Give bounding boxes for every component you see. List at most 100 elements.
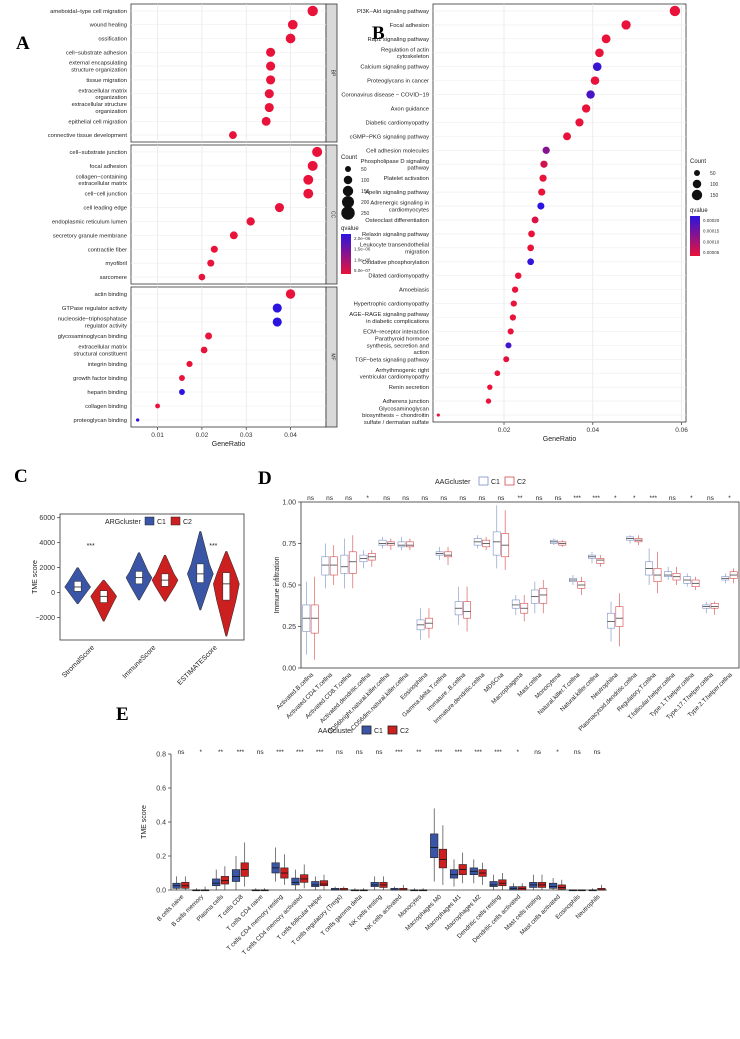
plot-frame: [300, 501, 740, 669]
term-dot: [581, 104, 591, 113]
term-dot: [563, 132, 571, 141]
term-dot: [303, 188, 314, 199]
legend-title: ARGcluster: [105, 519, 141, 526]
y-tick-label: 0.2: [156, 854, 166, 861]
term-dot: [266, 75, 276, 85]
box-body: [311, 881, 320, 887]
term-label: Glycosaminoglycan: [379, 406, 429, 412]
term-label: structure organization: [71, 68, 127, 74]
y-axis-title: TME score: [32, 560, 39, 594]
term-label: organization: [95, 109, 127, 115]
term-dot: [542, 146, 550, 154]
box-body: [220, 876, 229, 885]
term-dot: [494, 370, 501, 377]
term-dot: [307, 160, 318, 171]
term-dot: [528, 230, 535, 238]
legend-label: C1: [491, 479, 500, 486]
term-label: glycosaminoglycan binding: [58, 334, 127, 340]
term-dot: [436, 413, 440, 417]
term-label: GTPase regulator activity: [62, 306, 127, 312]
term-dot: [592, 62, 602, 71]
box-body: [557, 884, 566, 890]
term-dot: [264, 89, 274, 99]
y-tick-label: −2000: [35, 615, 55, 622]
y-tick-label: 0: [51, 590, 55, 597]
legend-swatch: [170, 516, 181, 526]
term-label: actin binding: [94, 292, 127, 298]
significance-label: ns: [356, 749, 364, 756]
term-dot: [261, 116, 271, 126]
term-label: Leukocyte transendothelial: [360, 242, 429, 248]
significance-label: *: [633, 495, 636, 502]
significance-label: ***: [237, 749, 245, 756]
legend-count-label: 50: [710, 171, 716, 177]
legend-qvalue-label: 1.0e−06: [354, 257, 371, 262]
term-label: cGMP−PKG signaling pathway: [350, 134, 430, 140]
y-tick-label: 2000: [39, 565, 55, 572]
panel-label-b: B: [372, 23, 385, 44]
term-label: extracellular matrix: [78, 345, 127, 351]
y-tick-label: 4000: [39, 540, 55, 547]
term-dot: [621, 20, 631, 30]
significance-label: ***: [573, 495, 581, 502]
significance-label: **: [218, 749, 224, 756]
y-tick-label: 0.75: [282, 541, 296, 548]
significance-label: *: [728, 495, 731, 502]
term-dot: [303, 174, 314, 185]
panel-frame: [130, 144, 327, 285]
term-dot: [527, 258, 535, 266]
term-dot: [510, 300, 517, 307]
box-body: [397, 541, 406, 548]
term-dot: [307, 5, 318, 17]
x-axis-title: GeneRatio: [543, 436, 577, 443]
term-dot: [179, 375, 185, 381]
term-dot: [485, 398, 492, 404]
legend-qvalue-title: qvalue: [341, 226, 359, 232]
term-label: biosynthesis − chondroitin: [362, 413, 429, 419]
legend-qvalue-label: 0.00005: [703, 250, 720, 255]
term-label: Parathyroid hormone: [375, 337, 429, 343]
term-label: Amoebiasis: [399, 288, 429, 294]
significance-label: ***: [650, 495, 658, 502]
term-label: endoplasmic reticulum lumen: [52, 219, 127, 225]
legend-label: C1: [374, 728, 383, 735]
y-tick-label: 0.00: [282, 666, 296, 673]
legend-qvalue-title: qvalue: [690, 208, 708, 214]
term-label: growth factor binding: [73, 376, 127, 382]
term-label: Renin secretion: [389, 385, 429, 391]
term-dot: [274, 202, 285, 213]
legend-qvalue-label: 0.00020: [703, 218, 720, 223]
term-label: Focal adhesion: [390, 23, 429, 29]
box-body: [463, 601, 471, 619]
term-dot: [285, 33, 296, 44]
term-label: TGF−beta signaling pathway: [355, 357, 429, 363]
significance-label: *: [690, 495, 693, 502]
legend-count-dot: [691, 189, 703, 201]
legend-label: C1: [157, 519, 166, 526]
y-tick-label: 0.0: [156, 888, 166, 895]
legend-count-dot: [342, 185, 354, 197]
significance-label: ns: [669, 495, 677, 502]
legend-count-title: Count: [690, 159, 706, 165]
term-label: synthesis, secretion and: [367, 343, 429, 349]
legend-label: C2: [183, 519, 192, 526]
term-dot: [246, 217, 255, 226]
legend-qvalue-label: 0.00010: [703, 239, 720, 244]
facet-strip: [325, 286, 338, 428]
term-label: Dilated cardiomyopathy: [368, 274, 429, 280]
box-body: [300, 874, 309, 883]
significance-label: *: [366, 495, 369, 502]
significance-label: ***: [494, 749, 502, 756]
x-tick-label: 0.04: [284, 432, 297, 439]
box-body: [664, 571, 673, 577]
term-label: sarcomere: [100, 275, 127, 281]
box-body: [319, 880, 329, 887]
term-dot: [505, 342, 512, 349]
significance-label: ns: [383, 495, 391, 502]
significance-label: ***: [592, 495, 600, 502]
significance-label: **: [517, 495, 523, 502]
legend-qvalue-label: 5.0e−07: [354, 268, 371, 273]
term-label: Axon guidance: [391, 107, 429, 113]
box-body: [607, 612, 615, 629]
